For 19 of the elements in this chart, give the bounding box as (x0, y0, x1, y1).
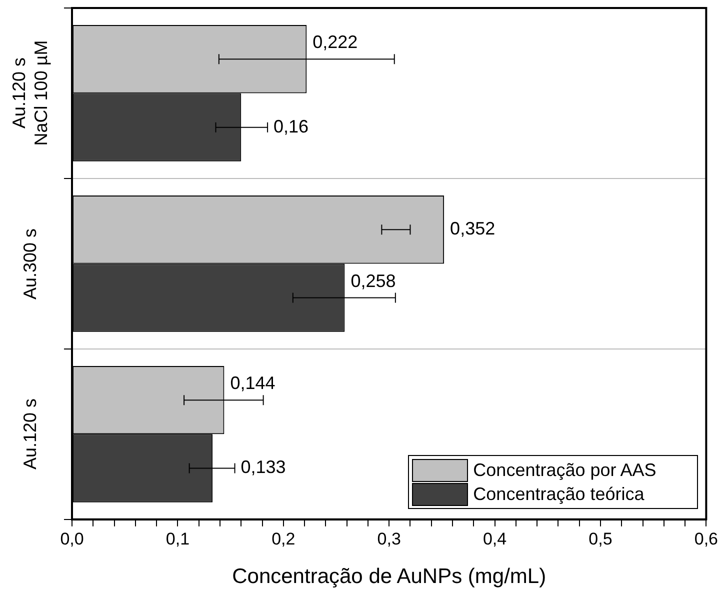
data-label: 0,258 (350, 270, 396, 291)
legend-label: Concentração teórica (473, 484, 644, 505)
y-tick-label: Au.120 s NaCl 100 µM (8, 40, 52, 146)
x-tick-label: 0,4 (482, 529, 507, 548)
x-tick-label: 0,2 (272, 529, 296, 548)
data-label: 0,133 (240, 457, 286, 478)
x-tick-label: 0,5 (588, 529, 612, 548)
data-label: 0,222 (312, 32, 358, 52)
x-tick-label: 0,6 (694, 529, 718, 548)
data-label: 0,144 (230, 373, 276, 394)
x-tick-label: 0,0 (60, 529, 84, 548)
x-axis-title: Concentração de AuNPs (mg/mL) (232, 565, 546, 588)
x-tick-label: 0,1 (166, 529, 190, 548)
x-tick-label: 0,3 (377, 529, 401, 548)
data-label: 0,16 (274, 116, 309, 136)
data-label: 0,352 (450, 218, 496, 239)
y-tick-label: Au.300 s (19, 228, 41, 300)
y-tick-label: Au.120 s (19, 398, 41, 470)
legend-label: Concentração por AAS (473, 460, 656, 481)
